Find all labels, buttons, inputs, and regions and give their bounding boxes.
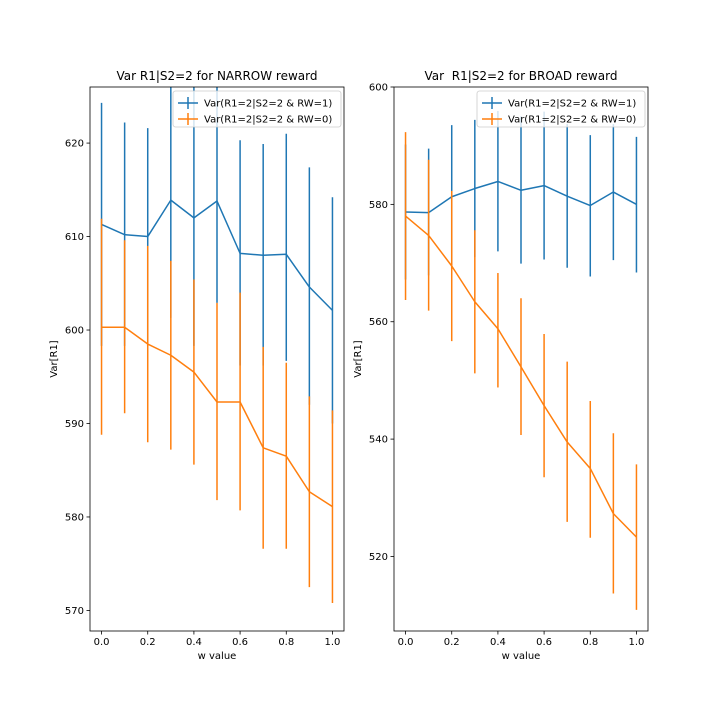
y-tick-label: 580	[369, 200, 388, 211]
y-tick-label: 520	[369, 552, 388, 563]
x-tick-label: 0.6	[536, 637, 552, 648]
plot-area	[100, 87, 334, 603]
x-tick-label: 0.0	[398, 637, 414, 648]
legend-item: Var(R1=2|S2=2 & RW=0)	[482, 113, 636, 126]
legend-box	[476, 90, 646, 128]
y-tick-label: 610	[65, 232, 84, 243]
x-tick-label: 0.4	[186, 637, 202, 648]
series-1	[404, 132, 638, 610]
y-axis-label: Var[R1]	[353, 340, 364, 378]
x-tick-label: 0.8	[582, 637, 598, 648]
legend-label: Var(R1=2|S2=2 & RW=1)	[204, 99, 332, 110]
chart-title: Var R1|S2=2 for BROAD reward	[425, 69, 618, 83]
y-tick-label: 540	[369, 435, 388, 446]
legend-label: Var(R1=2|S2=2 & RW=0)	[508, 115, 636, 126]
plot-frame	[89, 86, 345, 632]
legend-box	[172, 90, 342, 128]
y-tick-label: 570	[65, 606, 84, 617]
x-tick-label: 0.2	[140, 637, 156, 648]
y-tick-label: 600	[369, 83, 388, 94]
legend: Var(R1=2|S2=2 & RW=1) Var(R1=2|S2=2 & RW=…	[476, 90, 646, 128]
plot-area	[404, 111, 638, 610]
plot-frame	[393, 86, 649, 632]
chart-broad-reward: Var R1|S2=2 for BROAD reward 0.0 0.2 0.4 0.6…	[353, 69, 649, 662]
x-axis-label: w value	[198, 651, 237, 662]
y-axis-label: Var[R1]	[49, 340, 60, 378]
chart-narrow-reward: Var R1|S2=2 for NARROW reward 0.0 0.2 0.4 0.…	[49, 69, 345, 662]
legend-label: Var(R1=2|S2=2 & RW=0)	[204, 115, 332, 126]
x-tick-label: 0.8	[278, 637, 294, 648]
x-tick-label: 0.2	[444, 637, 460, 648]
series-1	[100, 218, 334, 603]
legend-item: Var(R1=2|S2=2 & RW=0)	[178, 113, 332, 126]
x-tick-label: 0.4	[490, 637, 506, 648]
chart-title: Var R1|S2=2 for NARROW reward	[116, 69, 317, 83]
legend-item: Var(R1=2|S2=2 & RW=1)	[178, 97, 332, 110]
legend-item: Var(R1=2|S2=2 & RW=1)	[482, 97, 636, 110]
y-tick-label: 590	[65, 419, 84, 430]
legend-label: Var(R1=2|S2=2 & RW=1)	[508, 99, 636, 110]
x-tick-label: 1.0	[629, 637, 645, 648]
legend: Var(R1=2|S2=2 & RW=1) Var(R1=2|S2=2 & RW=…	[172, 90, 342, 128]
y-tick-label: 580	[65, 512, 84, 523]
y-tick-label: 560	[369, 317, 388, 328]
x-tick-label: 0.6	[232, 637, 248, 648]
y-tick-label: 620	[65, 139, 84, 150]
x-axis-label: w value	[502, 651, 541, 662]
x-tick-label: 1.0	[325, 637, 341, 648]
y-tick-label: 600	[65, 326, 84, 337]
x-tick-label: 0.0	[94, 637, 110, 648]
